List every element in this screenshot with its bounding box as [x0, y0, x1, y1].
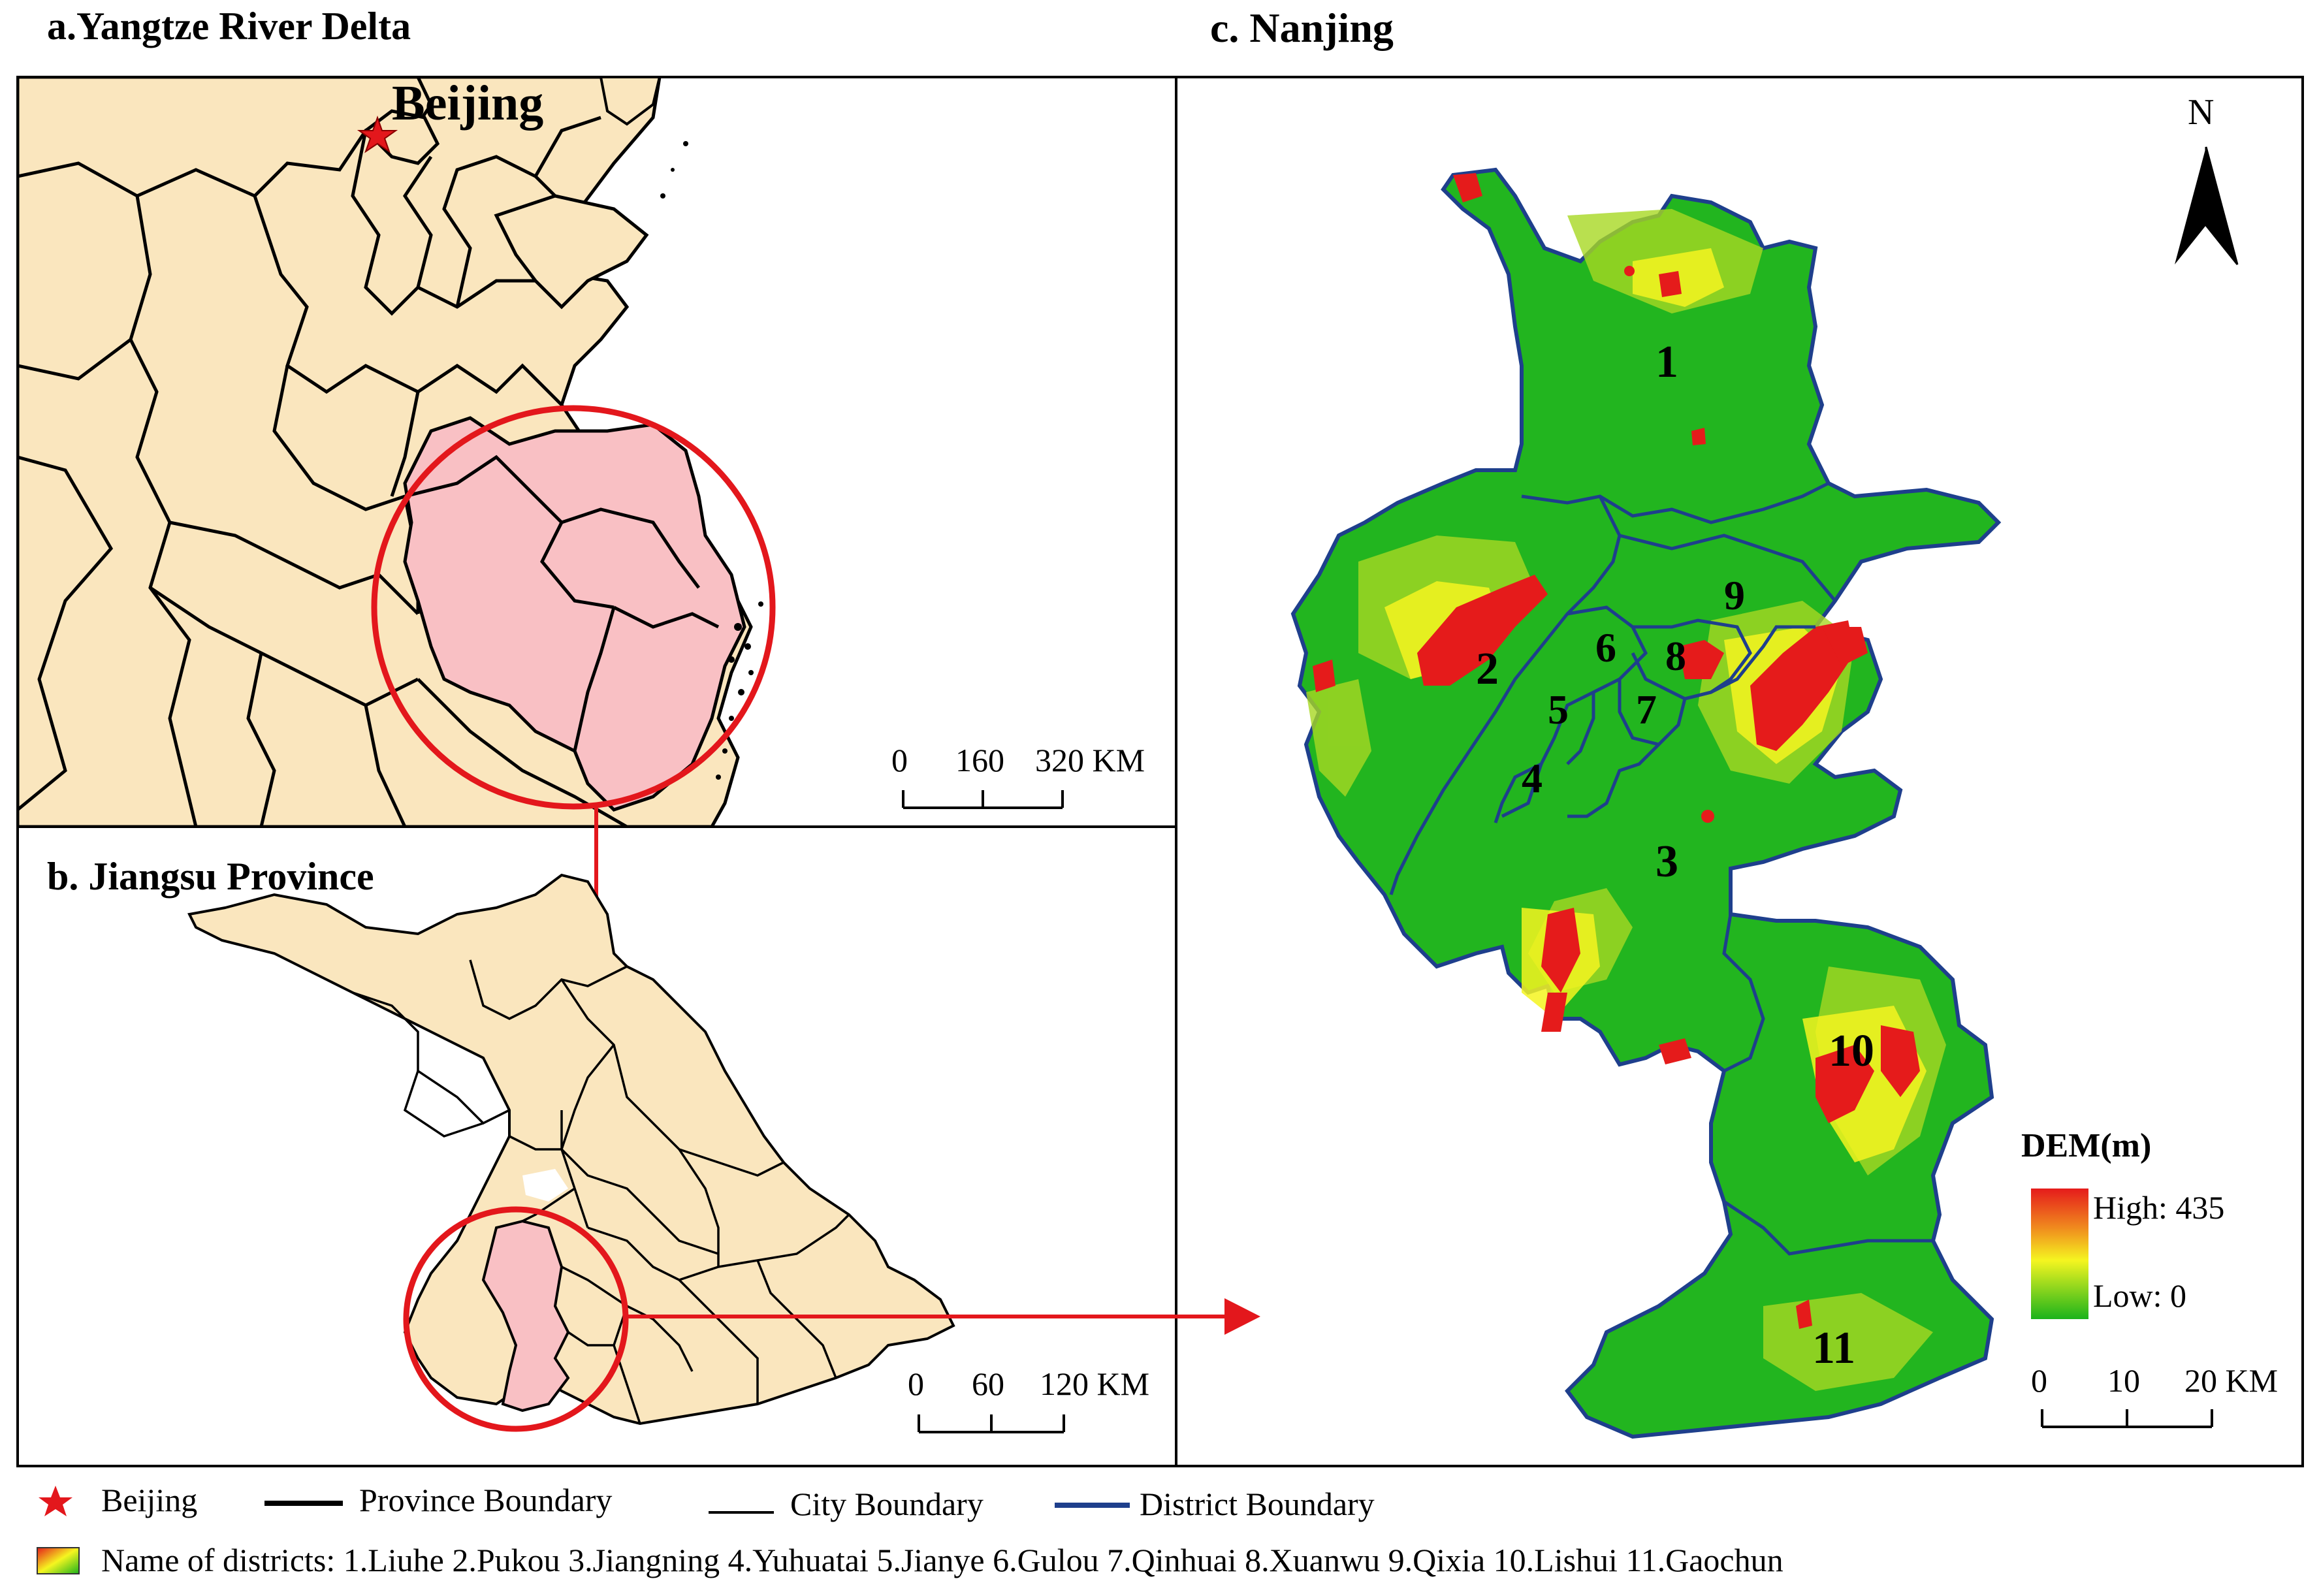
district-label-lishui: 10: [1829, 1026, 1874, 1076]
district-label-gulou: 6: [1595, 624, 1616, 671]
panel-b-scale-bar: [918, 1414, 1065, 1433]
district-label-liuhe: 1: [1655, 337, 1678, 387]
panel-a-scale-tick-1: 160: [955, 742, 1004, 778]
dem-color-ramp: [2031, 1189, 2088, 1319]
shandong-peninsula: [494, 194, 649, 310]
jiangsu-land: [187, 873, 955, 1426]
nanjing-highlight: [481, 1219, 570, 1412]
dem-high-elevation: [1313, 173, 1920, 1329]
district-label-gaochun: 11: [1812, 1323, 1856, 1373]
legend-district-names: Name of districts: 1.Liuhe 2.Pukou 3.Jia…: [101, 1542, 1783, 1578]
panel-c-title: c. Nanjing: [1210, 5, 1394, 51]
panel-c-scale-tick-0: 0: [2031, 1362, 2047, 1399]
panel-b-scale-tick-0: 0: [908, 1365, 924, 1402]
panel-c-scale-bar: [2041, 1409, 2213, 1428]
panel-c-scale-tick-1: 10: [2107, 1362, 2140, 1399]
district-label-xuanwu: 8: [1665, 633, 1686, 679]
legend-district-label: District Boundary: [1140, 1486, 1375, 1522]
panel-a-boundaries: [18, 77, 628, 827]
nanjing-dem: [1290, 167, 2002, 1439]
dem-legend-low: Low: 0: [2093, 1277, 2187, 1314]
dem-legend-title: DEM(m): [2021, 1127, 2152, 1164]
coastal-islands: [660, 141, 763, 780]
beijing-star-icon: [357, 115, 398, 153]
panel-b-city-boundaries: [352, 959, 850, 1424]
legend-city-label: City Boundary: [790, 1486, 984, 1522]
arrow-b-to-c: [626, 1298, 1260, 1335]
panel-a-title: a.Yangtze River Delta: [47, 5, 411, 48]
panel-a-map: [18, 77, 776, 827]
beijing-label: Beijing: [392, 76, 544, 131]
panel-a-scale-bar: [902, 790, 1064, 809]
district-label-yuhuatai: 4: [1522, 755, 1543, 801]
delta-highlight-circle: [371, 405, 776, 810]
panel-c-map: [1290, 167, 2002, 1439]
legend-beijing-label: Beijing: [101, 1482, 198, 1518]
legend-dem-swatch-icon: [37, 1547, 80, 1574]
panel-b-title: b. Jiangsu Province: [47, 855, 374, 898]
legend-beijing-star-icon: [39, 1486, 72, 1516]
north-label: N: [2188, 92, 2215, 133]
panel-b-scale-tick-1: 60: [972, 1365, 1004, 1402]
panel-a-scale-tick-2: 320 KM: [1035, 742, 1145, 778]
district-label-pukou: 2: [1476, 644, 1499, 694]
district-boundaries: [1389, 481, 1933, 1256]
panel-b-map: [187, 873, 955, 1432]
district-label-qixia: 9: [1724, 572, 1745, 618]
district-label-jiangning: 3: [1655, 837, 1678, 887]
dem-legend-high: High: 435: [2093, 1189, 2225, 1226]
panel-c-scale-tick-2: 20 KM: [2184, 1362, 2279, 1399]
legend-province-label: Province Boundary: [359, 1482, 613, 1518]
panel-b-scale-tick-2: 120 KM: [1040, 1365, 1150, 1402]
district-label-qinhuai: 7: [1636, 686, 1657, 733]
north-arrow-icon: [2175, 146, 2239, 265]
panel-a-scale-tick-0: 0: [891, 742, 908, 778]
district-label-jianye: 5: [1548, 686, 1569, 733]
nanjing-highlight-circle: [403, 1206, 629, 1432]
